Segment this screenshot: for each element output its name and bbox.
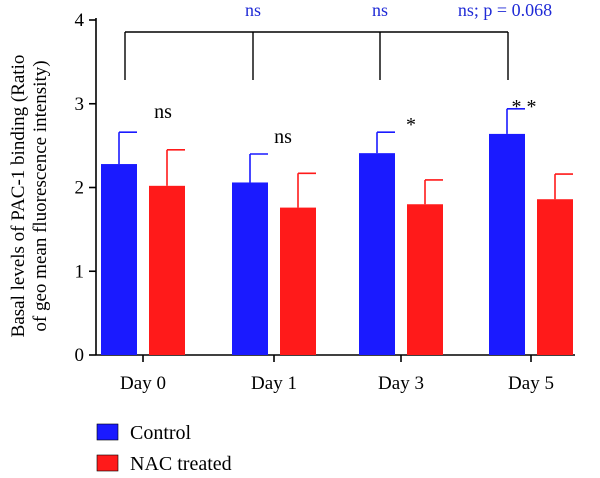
bar	[489, 133, 525, 355]
legend-label: Control	[130, 422, 192, 444]
bracket-label: ns	[245, 0, 261, 20]
legend-label: NAC treated	[130, 453, 232, 475]
bar	[407, 204, 443, 355]
y-axis: 0 1 2 3 4	[75, 10, 97, 366]
y-tick-label: 4	[75, 10, 85, 31]
bars	[101, 133, 573, 355]
legend-swatch	[96, 454, 119, 472]
x-axis: Day 0 Day 1 Day 3 Day 5	[96, 354, 575, 394]
x-ticks: Day 0 Day 1 Day 3 Day 5	[120, 355, 554, 394]
significance-label: * *	[512, 96, 537, 118]
bar	[280, 207, 316, 355]
y-tick-label: 2	[75, 178, 85, 199]
comparison-bracket: ns ns ns; p = 0.068	[124, 0, 552, 80]
x-tick-label: Day 3	[378, 373, 424, 394]
x-tick-label: Day 1	[251, 373, 297, 394]
bar	[149, 185, 185, 355]
significance-label: *	[406, 114, 416, 136]
bracket-label: ns	[372, 0, 388, 20]
significance-label: ns	[274, 126, 292, 148]
y-tick-label: 0	[75, 345, 85, 366]
y-axis-title-line-1: Basal levels of PAC-1 binding (Ratio	[8, 55, 29, 338]
y-axis-title-line-2: of geo mean fluorescence intensity)	[30, 60, 51, 331]
x-tick-label: Day 5	[508, 373, 554, 394]
bar	[359, 153, 395, 355]
error-bars	[118, 107, 573, 208]
y-axis-title: Basal levels of PAC-1 binding (Ratio of …	[8, 55, 51, 338]
y-tick-label: 3	[75, 94, 85, 115]
bracket-label: ns; p = 0.068	[458, 0, 552, 20]
y-ticks: 0 1 2 3 4	[75, 10, 96, 366]
legend-swatch	[96, 423, 119, 441]
x-tick-label: Day 0	[120, 373, 166, 394]
pair-annotations: ns ns * * *	[154, 96, 536, 148]
bar	[537, 199, 573, 355]
bar	[101, 164, 137, 355]
legend: Control NAC treated	[96, 422, 232, 475]
significance-label: ns	[154, 101, 172, 123]
bar	[232, 182, 268, 355]
y-tick-label: 1	[75, 261, 85, 282]
